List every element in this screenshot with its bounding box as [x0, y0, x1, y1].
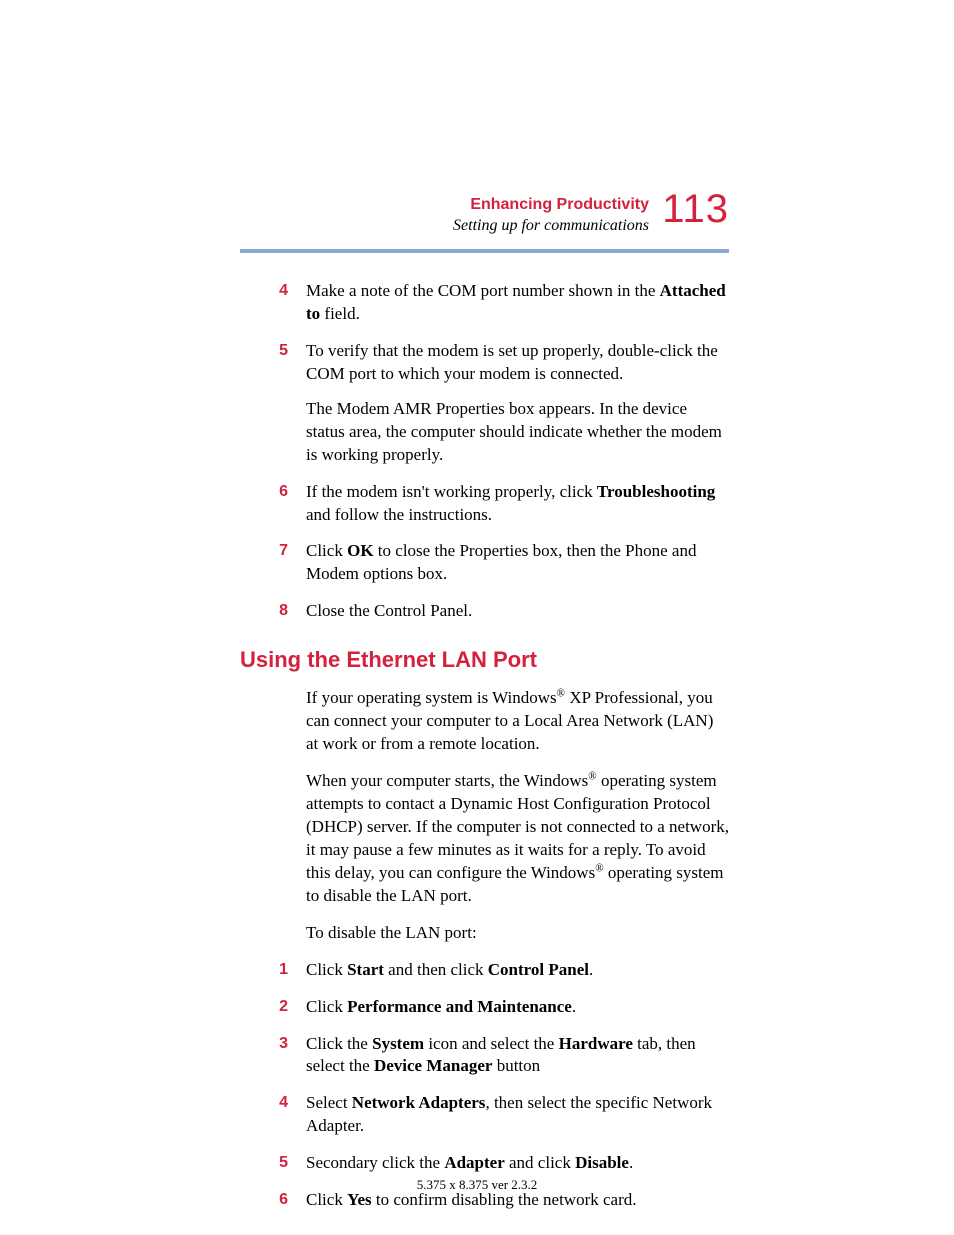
step-body: Click Start and then click Control Panel…: [306, 959, 729, 982]
page: Enhancing Productivity Setting up for co…: [0, 0, 954, 1235]
step-text: Secondary click the Adapter and click Di…: [306, 1152, 729, 1175]
step-number: 5: [240, 340, 306, 362]
step-item: 7Click OK to close the Properties box, t…: [240, 540, 729, 586]
step-item: 1Click Start and then click Control Pane…: [240, 959, 729, 982]
section-heading: Using the Ethernet LAN Port: [240, 647, 729, 673]
step-text: Click Start and then click Control Panel…: [306, 959, 729, 982]
step-text: Make a note of the COM port number shown…: [306, 280, 729, 326]
step-number: 3: [240, 1033, 306, 1055]
steps-list-top: 4Make a note of the COM port number show…: [240, 280, 729, 623]
step-item: 5To verify that the modem is set up prop…: [240, 340, 729, 467]
chapter-title: Enhancing Productivity: [240, 195, 649, 214]
section-subtitle: Setting up for communications: [240, 216, 649, 235]
body-paragraphs: If your operating system is Windows® XP …: [240, 687, 729, 944]
step-body: Click OK to close the Properties box, th…: [306, 540, 729, 586]
step-number: 4: [240, 280, 306, 302]
step-number: 6: [240, 481, 306, 503]
step-text: If the modem isn't working properly, cli…: [306, 481, 729, 527]
step-item: 4Select Network Adapters, then select th…: [240, 1092, 729, 1138]
step-body: If the modem isn't working properly, cli…: [306, 481, 729, 527]
header-titles: Enhancing Productivity Setting up for co…: [240, 195, 649, 235]
step-number: 1: [240, 959, 306, 981]
step-body: Close the Control Panel.: [306, 600, 729, 623]
step-item: 3Click the System icon and select the Ha…: [240, 1033, 729, 1079]
step-number: 2: [240, 996, 306, 1018]
header-rule: [240, 249, 729, 253]
page-content: 4Make a note of the COM port number show…: [240, 280, 729, 1226]
step-text: The Modem AMR Properties box appears. In…: [306, 398, 729, 467]
step-body: Select Network Adapters, then select the…: [306, 1092, 729, 1138]
step-item: 2Click Performance and Maintenance.: [240, 996, 729, 1019]
body-paragraph: To disable the LAN port:: [240, 922, 729, 945]
steps-list-bottom: 1Click Start and then click Control Pane…: [240, 959, 729, 1213]
step-item: 6If the modem isn't working properly, cl…: [240, 481, 729, 527]
step-text: To verify that the modem is set up prope…: [306, 340, 729, 386]
step-text: Click the System icon and select the Har…: [306, 1033, 729, 1079]
step-text: Click OK to close the Properties box, th…: [306, 540, 729, 586]
step-item: 8Close the Control Panel.: [240, 600, 729, 623]
step-number: 7: [240, 540, 306, 562]
body-paragraph: If your operating system is Windows® XP …: [240, 687, 729, 756]
step-item: 5Secondary click the Adapter and click D…: [240, 1152, 729, 1175]
page-header: Enhancing Productivity Setting up for co…: [240, 195, 729, 261]
step-body: Click Performance and Maintenance.: [306, 996, 729, 1019]
step-number: 8: [240, 600, 306, 622]
step-body: Secondary click the Adapter and click Di…: [306, 1152, 729, 1175]
step-body: Make a note of the COM port number shown…: [306, 280, 729, 326]
page-number: 113: [662, 187, 729, 232]
footer-version: 5.375 x 8.375 ver 2.3.2: [0, 1177, 954, 1193]
body-paragraph: When your computer starts, the Windows® …: [240, 770, 729, 908]
step-number: 5: [240, 1152, 306, 1174]
step-body: To verify that the modem is set up prope…: [306, 340, 729, 467]
step-text: Click Performance and Maintenance.: [306, 996, 729, 1019]
step-text: Select Network Adapters, then select the…: [306, 1092, 729, 1138]
step-text: Close the Control Panel.: [306, 600, 729, 623]
step-body: Click the System icon and select the Har…: [306, 1033, 729, 1079]
step-item: 4Make a note of the COM port number show…: [240, 280, 729, 326]
step-number: 4: [240, 1092, 306, 1114]
